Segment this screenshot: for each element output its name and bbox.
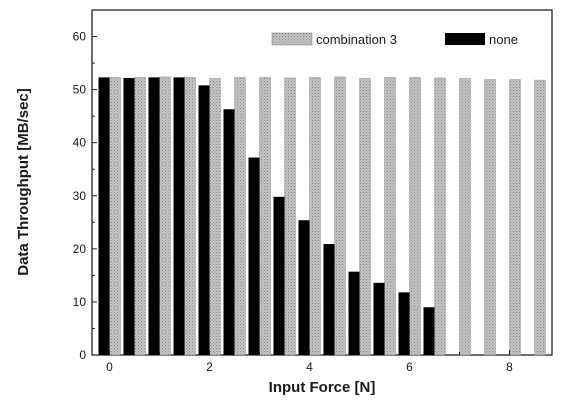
bar-none <box>299 220 310 355</box>
bar-none <box>224 109 235 355</box>
x-tick-label: 4 <box>306 360 313 374</box>
bar-combination-3 <box>435 78 446 355</box>
bar-combination-3 <box>535 80 546 355</box>
x-tick-label: 0 <box>106 360 113 374</box>
y-axis: 0 10 20 30 40 50 60 <box>73 30 97 362</box>
legend-swatch-combination-3 <box>272 33 312 45</box>
bar-combination-3 <box>260 77 271 355</box>
bar-combination-3 <box>110 77 121 355</box>
x-axis-title: Input Force [N] <box>269 379 376 396</box>
x-tick-label: 8 <box>506 360 513 374</box>
bar-none <box>374 283 385 355</box>
bar-combination-3 <box>510 80 521 355</box>
y-tick-label: 30 <box>73 189 87 203</box>
legend-swatch-none <box>445 33 485 45</box>
bar-combination-3 <box>310 77 321 355</box>
bar-combination-3 <box>485 80 496 355</box>
x-tick-label: 6 <box>406 360 413 374</box>
bar-none <box>324 244 335 355</box>
bar-combination-3 <box>460 78 471 355</box>
bar-none <box>199 85 210 355</box>
bar-none <box>249 158 260 355</box>
x-tick-label: 2 <box>206 360 213 374</box>
y-tick-label: 60 <box>73 30 87 44</box>
bar-none <box>424 307 435 355</box>
y-tick-label: 40 <box>73 136 87 150</box>
bar-combination-3 <box>360 78 371 355</box>
bar-combination-3 <box>160 77 171 355</box>
y-axis-title: Data Throughput [MB/sec] <box>15 88 32 276</box>
bar-combination-3 <box>335 77 346 355</box>
bar-combination-3 <box>135 77 146 355</box>
bar-none <box>99 77 110 355</box>
y-tick-label: 20 <box>73 242 87 256</box>
bar-combination-3 <box>235 77 246 355</box>
legend-label-none: none <box>489 32 518 47</box>
bar-none <box>349 272 360 355</box>
bar-none <box>149 77 160 355</box>
bar-combination-3 <box>385 77 396 355</box>
bar-none <box>124 78 135 355</box>
bar-combination-3 <box>410 77 421 355</box>
bar-combination-3 <box>185 77 196 355</box>
legend-label-combination-3: combination 3 <box>316 32 397 47</box>
bars-group <box>99 77 546 355</box>
bar-none <box>399 292 410 355</box>
legend: combination 3 none <box>272 32 518 47</box>
y-tick-label: 10 <box>73 295 87 309</box>
bar-combination-3 <box>210 78 221 355</box>
y-tick-label: 50 <box>73 83 87 97</box>
bar-none <box>174 77 185 355</box>
y-tick-label: 0 <box>79 348 86 362</box>
bar-none <box>274 197 285 355</box>
bar-combination-3 <box>285 78 296 355</box>
